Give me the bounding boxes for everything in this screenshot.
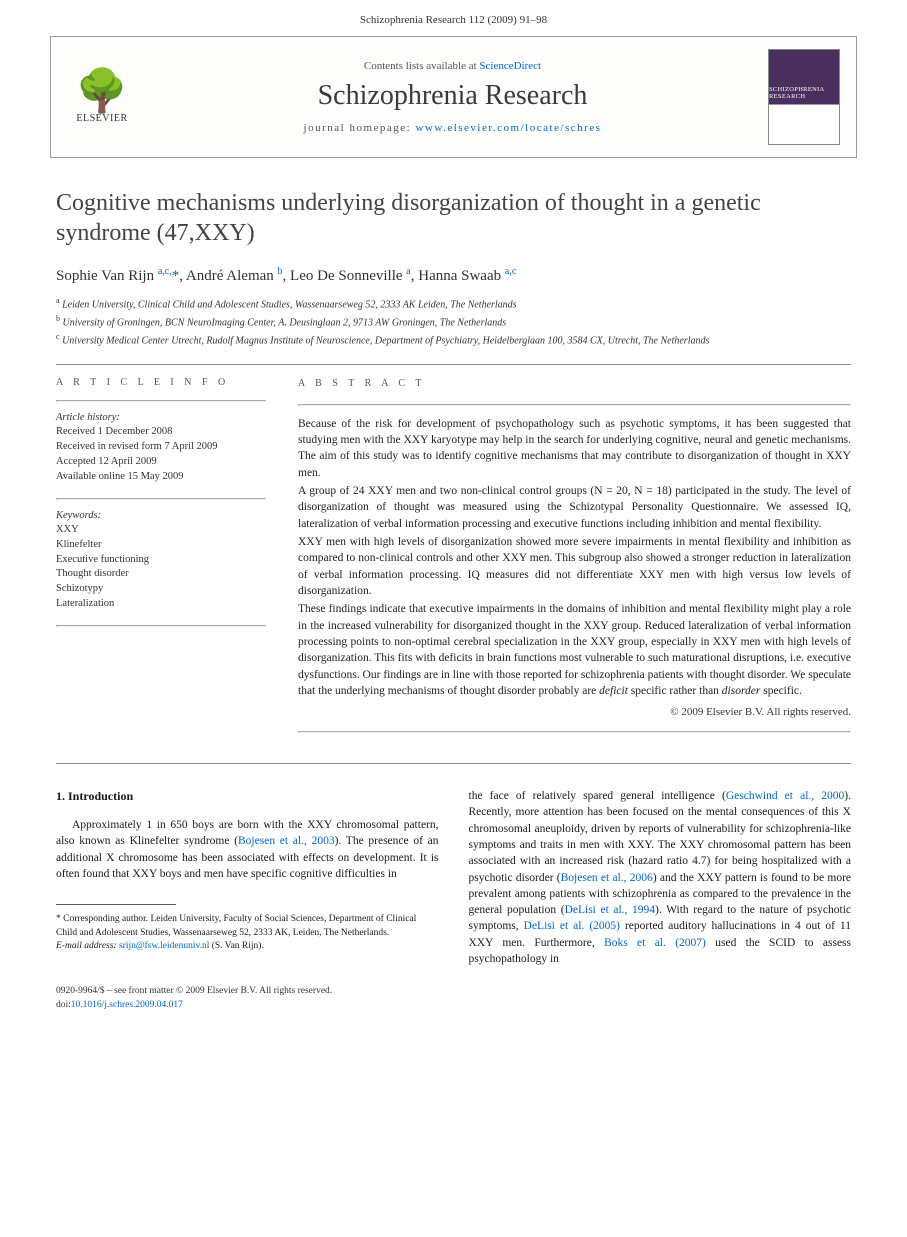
divider [298,731,851,733]
contents-line: Contents lists available at ScienceDirec… [155,60,750,72]
doi-prefix: doi: [56,1000,71,1010]
keyword: Klinefelter [56,538,266,553]
history-line: Received 1 December 2008 [56,425,266,440]
contents-prefix: Contents lists available at [364,60,479,72]
keyword: Schizotypy [56,582,266,597]
journal-name: Schizophrenia Research [155,80,750,112]
corresponding-author-footnote: * Corresponding author. Leiden Universit… [56,913,439,953]
citation-link[interactable]: Bojesen et al., 2003 [238,835,335,847]
homepage-prefix: journal homepage: [304,122,416,134]
body-column-left: 1. Introduction Approximately 1 in 650 b… [56,788,439,968]
tree-icon: 🌳 [76,71,128,113]
history-line: Accepted 12 April 2009 [56,455,266,470]
keywords-heading: Keywords: [56,510,266,521]
footnote-rule [56,904,176,905]
divider [56,364,851,365]
article-info-column: A R T I C L E I N F O Article history: R… [56,377,266,742]
divider [56,625,266,627]
keyword: XXY [56,523,266,538]
abstract-italic: deficit [599,685,628,697]
publisher-name: ELSEVIER [76,113,127,124]
banner-center: Contents lists available at ScienceDirec… [155,60,750,134]
citation-link[interactable]: Boks et al. (2007) [604,937,706,949]
abstract-paragraph: Because of the risk for development of p… [298,416,851,481]
affiliation-line: c University Medical Center Utrecht, Rud… [56,331,851,349]
article-history: Article history: Received 1 December 200… [56,412,266,484]
homepage-line: journal homepage: www.elsevier.com/locat… [155,122,750,134]
body-text: the face of relatively spared general in… [469,790,726,802]
abstract-label: A B S T R A C T [298,377,851,391]
history-line: Received in revised form 7 April 2009 [56,440,266,455]
abstract-text: specific. [760,685,802,697]
divider [56,400,266,402]
body-paragraph: the face of relatively spared general in… [469,788,852,968]
keyword: Executive functioning [56,553,266,568]
abstract-paragraph: These findings indicate that executive i… [298,601,851,699]
running-head: Schizophrenia Research 112 (2009) 91–98 [0,0,907,36]
history-line: Available online 15 May 2009 [56,470,266,485]
section-heading: 1. Introduction [56,788,439,805]
email-attribution: (S. Van Rijn). [212,941,264,951]
email-link[interactable]: srijn@fsw.leidenuniv.nl [119,941,209,951]
abstract-text: specific rather than [628,685,722,697]
journal-cover-thumbnail: SCHIZOPHRENIA RESEARCH [768,49,840,145]
abstract-paragraph: A group of 24 XXY men and two non-clinic… [298,483,851,532]
affiliation-line: b University of Groningen, BCN NeuroImag… [56,313,851,331]
divider [56,763,851,764]
abstract-italic: disorder [722,685,761,697]
journal-banner: 🌳 ELSEVIER Contents lists available at S… [50,36,857,158]
body-columns: 1. Introduction Approximately 1 in 650 b… [56,788,851,968]
cover-title: SCHIZOPHRENIA RESEARCH [769,86,835,100]
email-label: E-mail address: [56,941,117,951]
divider [56,498,266,500]
keywords-block: Keywords: XXYKlinefelterExecutive functi… [56,510,266,611]
abstract-paragraph: XXY men with high levels of disorganizat… [298,534,851,599]
issn-line: 0920-9964/$ – see front matter © 2009 El… [56,985,851,998]
body-paragraph: Approximately 1 in 650 boys are born wit… [56,817,439,882]
citation-link[interactable]: Geschwind et al., 2000 [726,790,844,802]
keyword: Thought disorder [56,567,266,582]
homepage-link[interactable]: www.elsevier.com/locate/schres [415,122,601,134]
body-column-right: the face of relatively spared general in… [469,788,852,968]
sciencedirect-link[interactable]: ScienceDirect [479,60,541,72]
footnote-text: * Corresponding author. Leiden Universit… [56,913,439,940]
author-list: Sophie Van Rijn a,c,*, André Aleman b, L… [56,266,851,285]
page-footer: 0920-9964/$ – see front matter © 2009 El… [0,985,907,1036]
copyright-line: © 2009 Elsevier B.V. All rights reserved… [298,705,851,721]
keyword: Lateralization [56,597,266,612]
article-info-label: A R T I C L E I N F O [56,377,266,388]
affiliation-line: a Leiden University, Clinical Child and … [56,295,851,313]
doi-link[interactable]: 10.1016/j.schres.2009.04.017 [71,1000,183,1010]
citation-link[interactable]: Bojesen et al., 2006 [561,872,653,884]
divider [298,404,851,406]
body-text: ). Recently, more attention has been foc… [469,790,852,884]
article-title: Cognitive mechanisms underlying disorgan… [56,188,851,248]
citation-link[interactable]: DeLisi et al., 1994 [565,904,655,916]
affiliations: a Leiden University, Clinical Child and … [56,295,851,348]
elsevier-logo: 🌳 ELSEVIER [67,57,137,137]
abstract-column: A B S T R A C T Because of the risk for … [298,377,851,742]
abstract-text: These findings indicate that executive i… [298,603,851,697]
history-heading: Article history: [56,412,266,423]
citation-link[interactable]: DeLisi et al. (2005) [524,920,620,932]
